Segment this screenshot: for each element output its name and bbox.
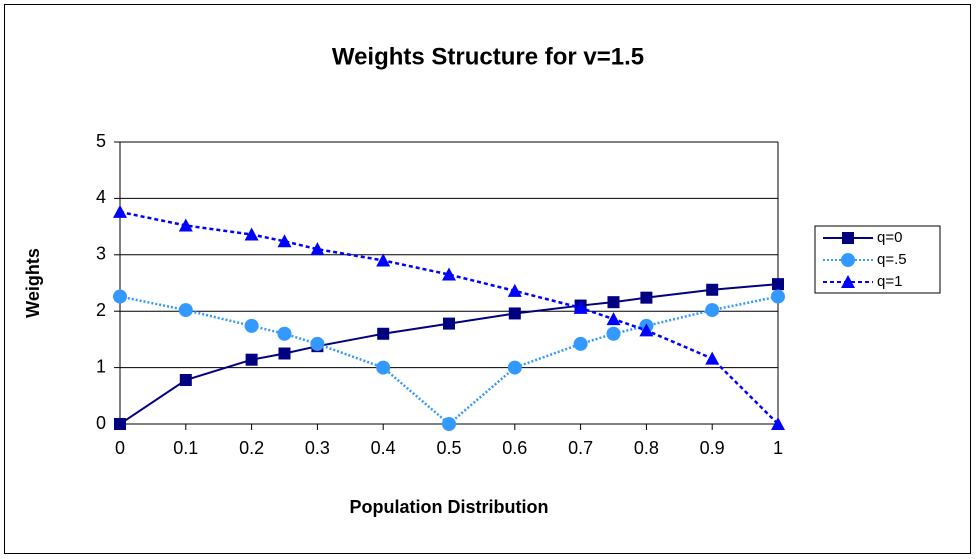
legend-marker (841, 275, 855, 288)
y-axis-label: Weights (23, 248, 43, 318)
data-point (442, 417, 456, 431)
data-point (178, 303, 193, 318)
x-tick-label: 0.4 (371, 438, 396, 458)
data-point (245, 353, 258, 366)
data-point (507, 283, 522, 297)
x-tick-label: 0.8 (634, 438, 659, 458)
y-tick-label: 5 (96, 131, 106, 151)
data-point (113, 289, 127, 304)
y-tick-label: 2 (96, 300, 106, 320)
data-point (640, 291, 653, 304)
y-tick-label: 4 (96, 187, 106, 207)
x-tick-label: 0.6 (502, 438, 527, 458)
data-point (508, 307, 521, 320)
data-point (606, 312, 621, 326)
x-tick-label: 0.5 (436, 438, 461, 458)
data-point (442, 267, 456, 281)
data-point (573, 300, 588, 314)
data-point (179, 374, 192, 387)
data-point (310, 336, 325, 351)
x-tick-label: 1 (773, 438, 783, 458)
legend-label: q=0 (877, 229, 902, 246)
legend-marker (841, 253, 855, 267)
x-tick-label: 0.2 (239, 438, 264, 458)
data-point (244, 227, 259, 241)
legend-label: q=1 (877, 273, 902, 290)
legend-label: q=.5 (877, 251, 907, 268)
data-point (244, 318, 259, 333)
x-axis-label: Population Distribution (350, 497, 549, 517)
y-tick-label: 3 (96, 244, 106, 264)
data-point (771, 417, 785, 430)
x-tick-label: 0.3 (305, 438, 330, 458)
data-point (705, 351, 720, 365)
data-point (114, 418, 126, 430)
y-tick-label: 1 (96, 356, 106, 376)
data-point (277, 234, 292, 248)
data-point (706, 283, 719, 296)
x-tick-label: 0.7 (568, 438, 593, 458)
data-point (310, 242, 325, 256)
data-point (278, 347, 291, 360)
data-point (705, 303, 720, 318)
data-point (573, 336, 588, 351)
legend-marker (842, 232, 854, 244)
data-point (772, 278, 784, 291)
data-point (178, 218, 193, 232)
x-tick-label: 0.1 (173, 438, 198, 458)
data-point (277, 326, 292, 341)
x-tick-label: 0 (115, 438, 125, 458)
data-point (639, 323, 654, 337)
data-point (113, 204, 127, 218)
data-point (377, 327, 390, 340)
chart-title: Weights Structure for v=1.5 (332, 43, 644, 70)
data-point (507, 360, 522, 375)
x-tick-label: 0.9 (700, 438, 725, 458)
data-point (606, 326, 621, 341)
data-point (607, 296, 620, 309)
data-point (443, 317, 455, 330)
data-point (771, 289, 785, 304)
data-point (376, 360, 391, 375)
y-tick-label: 0 (96, 413, 106, 433)
chart-border (4, 4, 971, 554)
data-point (376, 253, 391, 267)
